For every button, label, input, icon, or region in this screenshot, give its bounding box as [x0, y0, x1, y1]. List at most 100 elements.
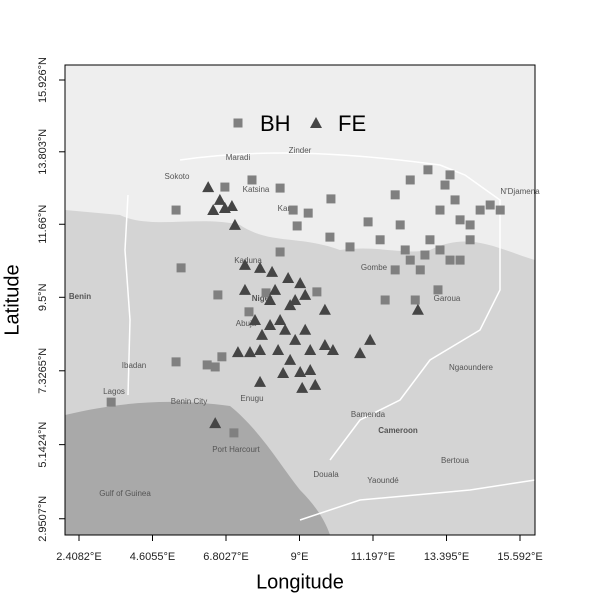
map-label: N'Djamena: [500, 187, 540, 196]
square-marker: [275, 247, 285, 257]
y-tick-label: 15.926°N: [37, 57, 49, 103]
square-marker: [229, 428, 239, 438]
map-label: Benin: [69, 292, 91, 301]
y-tick-label: 9.5°N: [37, 283, 49, 311]
square-marker: [435, 205, 445, 215]
x-tick-label: 15.592°E: [497, 551, 542, 563]
triangle-marker: [207, 204, 220, 216]
map-label: Ibadan: [122, 361, 146, 370]
triangle-marker: [411, 303, 424, 315]
square-marker: [288, 205, 298, 215]
map-label: Maradi: [226, 153, 251, 162]
triangle-marker: [264, 294, 277, 305]
map-label: Douala: [313, 470, 339, 479]
triangle-marker: [296, 381, 309, 393]
triangle-marker: [284, 299, 297, 311]
square-marker: [210, 362, 220, 372]
map-label: Garoua: [434, 294, 461, 303]
square-marker: [390, 190, 400, 200]
square-marker: [325, 232, 335, 242]
square-marker: [440, 180, 450, 190]
square-marker: [171, 357, 181, 367]
x-tick-label: 2.4082°E: [56, 551, 101, 563]
square-marker: [375, 235, 385, 245]
square-marker: [405, 255, 415, 265]
square-marker: [303, 208, 313, 218]
square-marker: [435, 245, 445, 255]
square-marker: [217, 352, 227, 362]
square-marker: [405, 175, 415, 185]
square-marker: [420, 250, 430, 260]
triangle-marker: [279, 323, 292, 335]
triangle-marker: [254, 375, 267, 387]
triangle-marker: [266, 265, 279, 277]
square-marker: [220, 182, 230, 192]
square-marker: [423, 165, 433, 175]
triangle-marker: [249, 313, 262, 325]
triangle-marker: [309, 378, 322, 390]
map-label: Port Harcourt: [212, 445, 260, 454]
triangle-marker: [289, 333, 302, 345]
triangle-marker: [299, 288, 312, 300]
triangle-marker: [238, 258, 251, 270]
triangle-marker: [289, 294, 302, 305]
triangle-marker: [318, 303, 331, 315]
triangle-marker: [209, 417, 222, 429]
triangle-marker: [318, 338, 331, 350]
legend-marker: [233, 118, 243, 128]
square-marker: [261, 288, 271, 298]
x-tick-label: 4.6055°E: [130, 551, 175, 563]
legend-label: BH: [260, 111, 291, 136]
square-marker: [345, 242, 355, 252]
y-axis-title: Latitude: [1, 264, 23, 335]
triangle-marker: [354, 347, 367, 359]
triangle-marker: [272, 344, 285, 356]
map-label: Cameroon: [378, 426, 418, 435]
x-tick-label: 9°E: [291, 551, 309, 563]
map-label: Ngaoundere: [449, 363, 494, 372]
map-label: Bertoua: [441, 456, 470, 465]
map-label: Kaduna: [234, 256, 262, 265]
map-background: [65, 65, 536, 535]
square-marker: [106, 397, 116, 407]
square-marker: [445, 170, 455, 180]
triangle-marker: [304, 363, 317, 375]
square-marker: [445, 255, 455, 265]
map-label: Sokoto: [165, 172, 190, 181]
map-label: Katsina: [243, 185, 270, 194]
y-tick-label: 5.1424°N: [37, 422, 49, 468]
triangle-marker: [202, 181, 215, 193]
map-label: Enugu: [240, 394, 263, 403]
map-label: Benin City: [171, 397, 207, 406]
square-marker: [395, 220, 405, 230]
square-marker: [410, 295, 420, 305]
square-marker: [415, 265, 425, 275]
triangle-marker: [277, 367, 290, 379]
square-marker: [485, 200, 495, 210]
ocean: [65, 401, 330, 535]
map-label: Zinder: [289, 146, 312, 155]
triangle-marker: [282, 272, 295, 284]
sahel: [65, 65, 535, 260]
y-tick-label: 11.66°N: [37, 205, 49, 244]
square-marker: [213, 290, 223, 300]
triangle-marker: [243, 346, 256, 358]
square-marker: [171, 205, 181, 215]
square-marker: [202, 360, 212, 370]
map-label: Gombe: [361, 263, 388, 272]
square-marker: [475, 205, 485, 215]
square-marker: [363, 217, 373, 227]
triangle-marker: [274, 313, 287, 325]
square-marker: [244, 307, 254, 317]
triangle-marker: [228, 218, 241, 230]
map-label: Gulf of Guinea: [99, 489, 151, 498]
triangle-marker: [364, 333, 377, 345]
x-tick-label: 13.395°E: [424, 551, 469, 563]
x-tick-label: 11.197°E: [351, 551, 396, 563]
triangle-marker: [304, 344, 317, 356]
square-marker: [380, 295, 390, 305]
map-label: Abuja: [236, 319, 257, 328]
square-marker: [390, 265, 400, 275]
plot-frame: [64, 64, 536, 536]
